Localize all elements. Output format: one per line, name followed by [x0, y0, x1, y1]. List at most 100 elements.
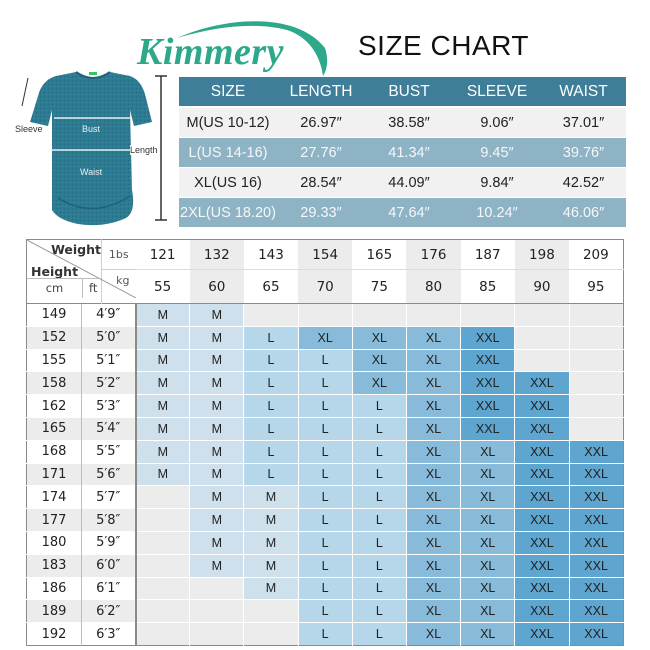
height-cm-cell: 174	[26, 485, 82, 509]
size-cell: XL	[405, 462, 461, 486]
size-cell: L	[297, 462, 353, 486]
size-cell: L	[351, 553, 407, 578]
table-row: 168 5′5″ M M L L L XL XL XXL XXL	[26, 439, 624, 464]
size-cell: XXL	[460, 325, 515, 350]
size-cell: XL	[405, 394, 461, 418]
size-cell: M	[189, 303, 244, 327]
size-cell: XL	[297, 325, 353, 350]
cm-label: cm	[45, 281, 64, 295]
table-row: 174 5′7″ M M L L XL XL XXL XXL	[26, 485, 624, 509]
size-cell: L	[351, 530, 407, 555]
size-cell: XL	[405, 371, 461, 395]
size-cell: XXL	[568, 439, 624, 464]
cell: 29.33″	[277, 197, 365, 228]
height-ft-cell: 5′7″	[81, 485, 137, 509]
weight-kg-cell: 65	[243, 269, 299, 304]
weight-kg-cell: 55	[135, 269, 190, 304]
size-cell: L	[351, 622, 407, 646]
weight-lbs-cell: 154	[298, 239, 353, 270]
size-cell: L	[243, 348, 299, 372]
size-cell: XXL	[460, 348, 515, 372]
measurement-header-row: SIZE LENGTH BUST SLEEVE WAIST	[179, 77, 626, 108]
weight-lbs-cell: 121	[135, 239, 190, 270]
empty-cell	[243, 622, 299, 646]
size-cell: M	[189, 462, 244, 486]
header-sleeve: SLEEVE	[453, 77, 541, 108]
header-waist: WAIST	[541, 77, 626, 108]
size-cell: M	[134, 462, 190, 486]
tshirt-icon	[21, 71, 167, 226]
size-recommendation-table: Weight Height cm ft 1bs 121 132 143 154 165 1…	[26, 239, 624, 646]
cell: 47.64″	[365, 197, 453, 228]
brand-logo: Kimmery	[137, 21, 337, 77]
measurement-row: M(US 10-12) 26.97″ 38.58″ 9.06″ 37.01″	[179, 107, 626, 138]
kg-unit-label: kg	[101, 269, 136, 304]
size-cell: XXL	[460, 394, 515, 418]
page-title: SIZE CHART	[358, 30, 529, 61]
weight-kg-cell: 75	[352, 269, 407, 304]
size-cell: L	[297, 485, 353, 509]
empty-cell	[134, 485, 190, 509]
size-cell: M	[189, 348, 244, 372]
size-cell: XL	[351, 325, 407, 350]
size-cell: L	[351, 416, 407, 441]
size-cell: M	[243, 576, 299, 600]
height-ft-cell: 5′2″	[81, 371, 137, 395]
cell: 39.76″	[541, 137, 626, 168]
size-cell: M	[189, 485, 244, 509]
size-cell: L	[297, 622, 353, 646]
size-cell: M	[189, 371, 244, 395]
empty-cell	[189, 599, 244, 623]
empty-cell	[568, 348, 624, 372]
size-cell: XL	[460, 599, 515, 623]
size-cell: L	[351, 394, 407, 418]
height-ft-cell: 6′2″	[81, 599, 137, 623]
height-cm-cell: 186	[26, 576, 82, 600]
size-cell: XL	[405, 530, 461, 555]
weight-kg-cell: 70	[298, 269, 353, 304]
size-cell: XL	[460, 439, 515, 464]
empty-cell	[134, 599, 190, 623]
height-ft-cell: 5′1″	[81, 348, 137, 372]
size-cell: XXL	[514, 371, 569, 395]
size-cell: XXL	[460, 371, 515, 395]
size-cell: XXL	[514, 394, 569, 418]
weight-lbs-cell: 143	[243, 239, 299, 270]
height-cm-cell: 155	[26, 348, 82, 372]
header-size: SIZE	[179, 77, 277, 108]
height-ft-cell: 5′5″	[81, 439, 137, 464]
cell: 26.97″	[277, 107, 365, 138]
size-cell: XXL	[568, 462, 624, 486]
height-cm-cell: 189	[26, 599, 82, 623]
height-cm-cell: 192	[26, 622, 82, 646]
height-cm-cell: 168	[26, 439, 82, 464]
size-cell: XL	[405, 508, 461, 532]
empty-cell	[568, 394, 624, 418]
cell: 42.52″	[541, 167, 626, 198]
weight-lbs-cell: 176	[406, 239, 461, 270]
size-cell: L	[243, 394, 299, 418]
size-cell: L	[243, 439, 299, 464]
size-cell: XL	[405, 439, 461, 464]
size-cell: L	[297, 371, 353, 395]
size-cell: M	[189, 508, 244, 532]
empty-cell	[514, 303, 569, 327]
size-cell: M	[189, 530, 244, 555]
cell: 44.09″	[365, 167, 453, 198]
empty-cell	[568, 416, 624, 441]
size-cell: L	[351, 576, 407, 600]
weight-lbs-cell: 132	[189, 239, 244, 270]
table-row: 177 5′8″ M M L L XL XL XXL XXL	[26, 508, 624, 532]
length-label: Length	[130, 145, 158, 155]
size-cell: XXL	[514, 416, 569, 441]
size-cell: XL	[460, 462, 515, 486]
size-cell: XXL	[460, 416, 515, 441]
cell: 9.45″	[453, 137, 541, 168]
height-cm-cell: 158	[26, 371, 82, 395]
size-cell: L	[297, 439, 353, 464]
size-cell: L	[297, 394, 353, 418]
kg-row: kg 55 60 65 70 75 80 85 90 95	[27, 269, 624, 304]
table-row: 186 6′1″ M L L XL XL XXL XXL	[26, 576, 624, 600]
height-label: Height	[31, 264, 79, 279]
lbs-row: Weight Height cm ft 1bs 121 132 143 154 165 1…	[27, 239, 624, 298]
